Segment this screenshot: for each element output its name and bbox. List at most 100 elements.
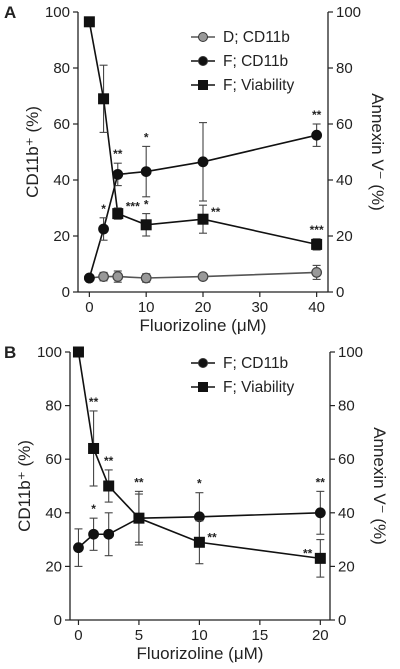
significance-mark: * xyxy=(144,198,149,212)
y-tick-label-right: 80 xyxy=(338,398,355,415)
y-tick-label-left: 100 xyxy=(45,4,70,21)
y-tick-label-right: 40 xyxy=(336,172,353,189)
legend-label: D; CD11b xyxy=(223,29,290,46)
significance-mark: * xyxy=(101,202,106,216)
legend-marker-circle xyxy=(198,32,208,42)
data-point-square xyxy=(133,512,145,524)
data-point-square xyxy=(88,442,100,454)
significance-mark: ** xyxy=(312,108,322,122)
legend-marker-circle xyxy=(198,358,208,368)
data-point-square xyxy=(112,208,124,220)
significance-mark: ** xyxy=(207,530,217,544)
significance-mark: ** xyxy=(303,546,313,560)
legend-label: F; CD11b xyxy=(223,53,288,70)
data-point-circle xyxy=(140,166,152,178)
data-point-square xyxy=(103,480,115,492)
data-point-circle xyxy=(112,168,124,180)
series-d-cd11b xyxy=(83,264,323,284)
legend-label: F; Viability xyxy=(223,77,294,94)
legend: D; CD11b F; CD11b F; Viability xyxy=(191,29,294,94)
y-tick-label-left: 40 xyxy=(53,172,70,189)
panel-letter: B xyxy=(4,343,16,362)
x-axis-title: Fluorizoline (μM) xyxy=(140,316,267,335)
y-tick-label-left: 20 xyxy=(53,228,70,245)
y-tick-label-right: 20 xyxy=(336,228,353,245)
y-tick-label-right: 0 xyxy=(336,284,344,301)
panel-letter: A xyxy=(4,3,16,22)
data-point-circle xyxy=(311,267,323,278)
x-axis-title: Fluorizoline (μM) xyxy=(137,644,264,663)
x-tick-label: 40 xyxy=(308,299,325,316)
data-point-circle xyxy=(88,528,99,540)
x-tick-label: 10 xyxy=(138,299,155,316)
significance-mark: * xyxy=(197,477,202,491)
data-point-square xyxy=(314,552,326,564)
data-point-circle xyxy=(197,156,209,168)
data-point-square xyxy=(311,238,323,250)
y-axis-title-right: Annexin V⁻ (%) xyxy=(370,427,389,545)
x-tick-label: 0 xyxy=(74,627,82,644)
data-point-circle xyxy=(197,271,209,283)
data-point-circle xyxy=(73,542,84,554)
significance-mark: *** xyxy=(126,200,140,214)
y-tick-label-right: 60 xyxy=(336,116,353,133)
data-point-circle xyxy=(103,528,115,540)
y-tick-label-left: 100 xyxy=(37,344,62,361)
series-f-viability: ** ** ** ** ** xyxy=(72,346,326,578)
significance-mark: * xyxy=(144,130,149,144)
y-tick-label-right: 80 xyxy=(336,60,353,77)
y-tick-label-right: 40 xyxy=(338,505,355,522)
series-line xyxy=(88,134,317,279)
data-point-square xyxy=(193,536,205,548)
y-tick-label-left: 80 xyxy=(45,398,62,415)
data-point-circle xyxy=(112,271,124,283)
y-tick-label-right: 100 xyxy=(336,4,361,21)
y-tick-label-left: 0 xyxy=(54,612,62,629)
series-line xyxy=(88,21,317,246)
data-point-circle xyxy=(140,272,152,284)
significance-mark: ** xyxy=(104,454,114,468)
significance-mark: ** xyxy=(134,475,144,489)
data-point-square xyxy=(72,346,84,358)
y-tick-label-left: 0 xyxy=(62,284,70,301)
y-tick-label-left: 80 xyxy=(53,60,70,77)
series-f-viability: *** ****** xyxy=(83,16,324,251)
y-axis-title-left: CD11b⁺ (%) xyxy=(23,106,42,198)
legend-label: F; CD11b xyxy=(223,355,288,372)
data-point-circle xyxy=(314,507,326,519)
significance-mark: *** xyxy=(310,223,324,237)
y-axis-title-right: Annexin V⁻ (%) xyxy=(368,93,387,211)
significance-mark: ** xyxy=(89,395,99,409)
y-axis-title-left: CD11b⁺ (%) xyxy=(15,440,34,532)
data-point-circle xyxy=(98,271,109,283)
significance-mark: ** xyxy=(113,147,123,161)
y-tick-label-left: 60 xyxy=(53,116,70,133)
legend-marker-square xyxy=(198,382,208,392)
x-tick-label: 10 xyxy=(191,627,208,644)
y-tick-label-right: 20 xyxy=(338,558,355,575)
data-point-square xyxy=(83,16,95,28)
data-point-square xyxy=(98,93,110,105)
data-point-circle xyxy=(83,272,95,284)
y-tick-label-left: 40 xyxy=(45,505,62,522)
legend-marker-square xyxy=(198,80,208,90)
x-tick-label: 15 xyxy=(252,627,269,644)
x-tick-label: 0 xyxy=(85,299,93,316)
data-point-circle xyxy=(98,223,109,235)
x-tick-label: 20 xyxy=(312,627,329,644)
significance-mark: ** xyxy=(211,205,221,219)
x-tick-label: 20 xyxy=(195,299,212,316)
series-line xyxy=(77,351,321,560)
legend-label: F; Viability xyxy=(223,379,294,396)
y-tick-label-left: 20 xyxy=(45,558,62,575)
y-tick-label-left: 60 xyxy=(45,451,62,468)
series-f-cd11b: ****** xyxy=(83,108,323,284)
data-point-square xyxy=(197,213,209,225)
y-tick-label-right: 60 xyxy=(338,451,355,468)
x-tick-label: 5 xyxy=(135,627,143,644)
y-tick-label-right: 0 xyxy=(338,612,346,629)
y-tick-label-right: 100 xyxy=(338,344,363,361)
